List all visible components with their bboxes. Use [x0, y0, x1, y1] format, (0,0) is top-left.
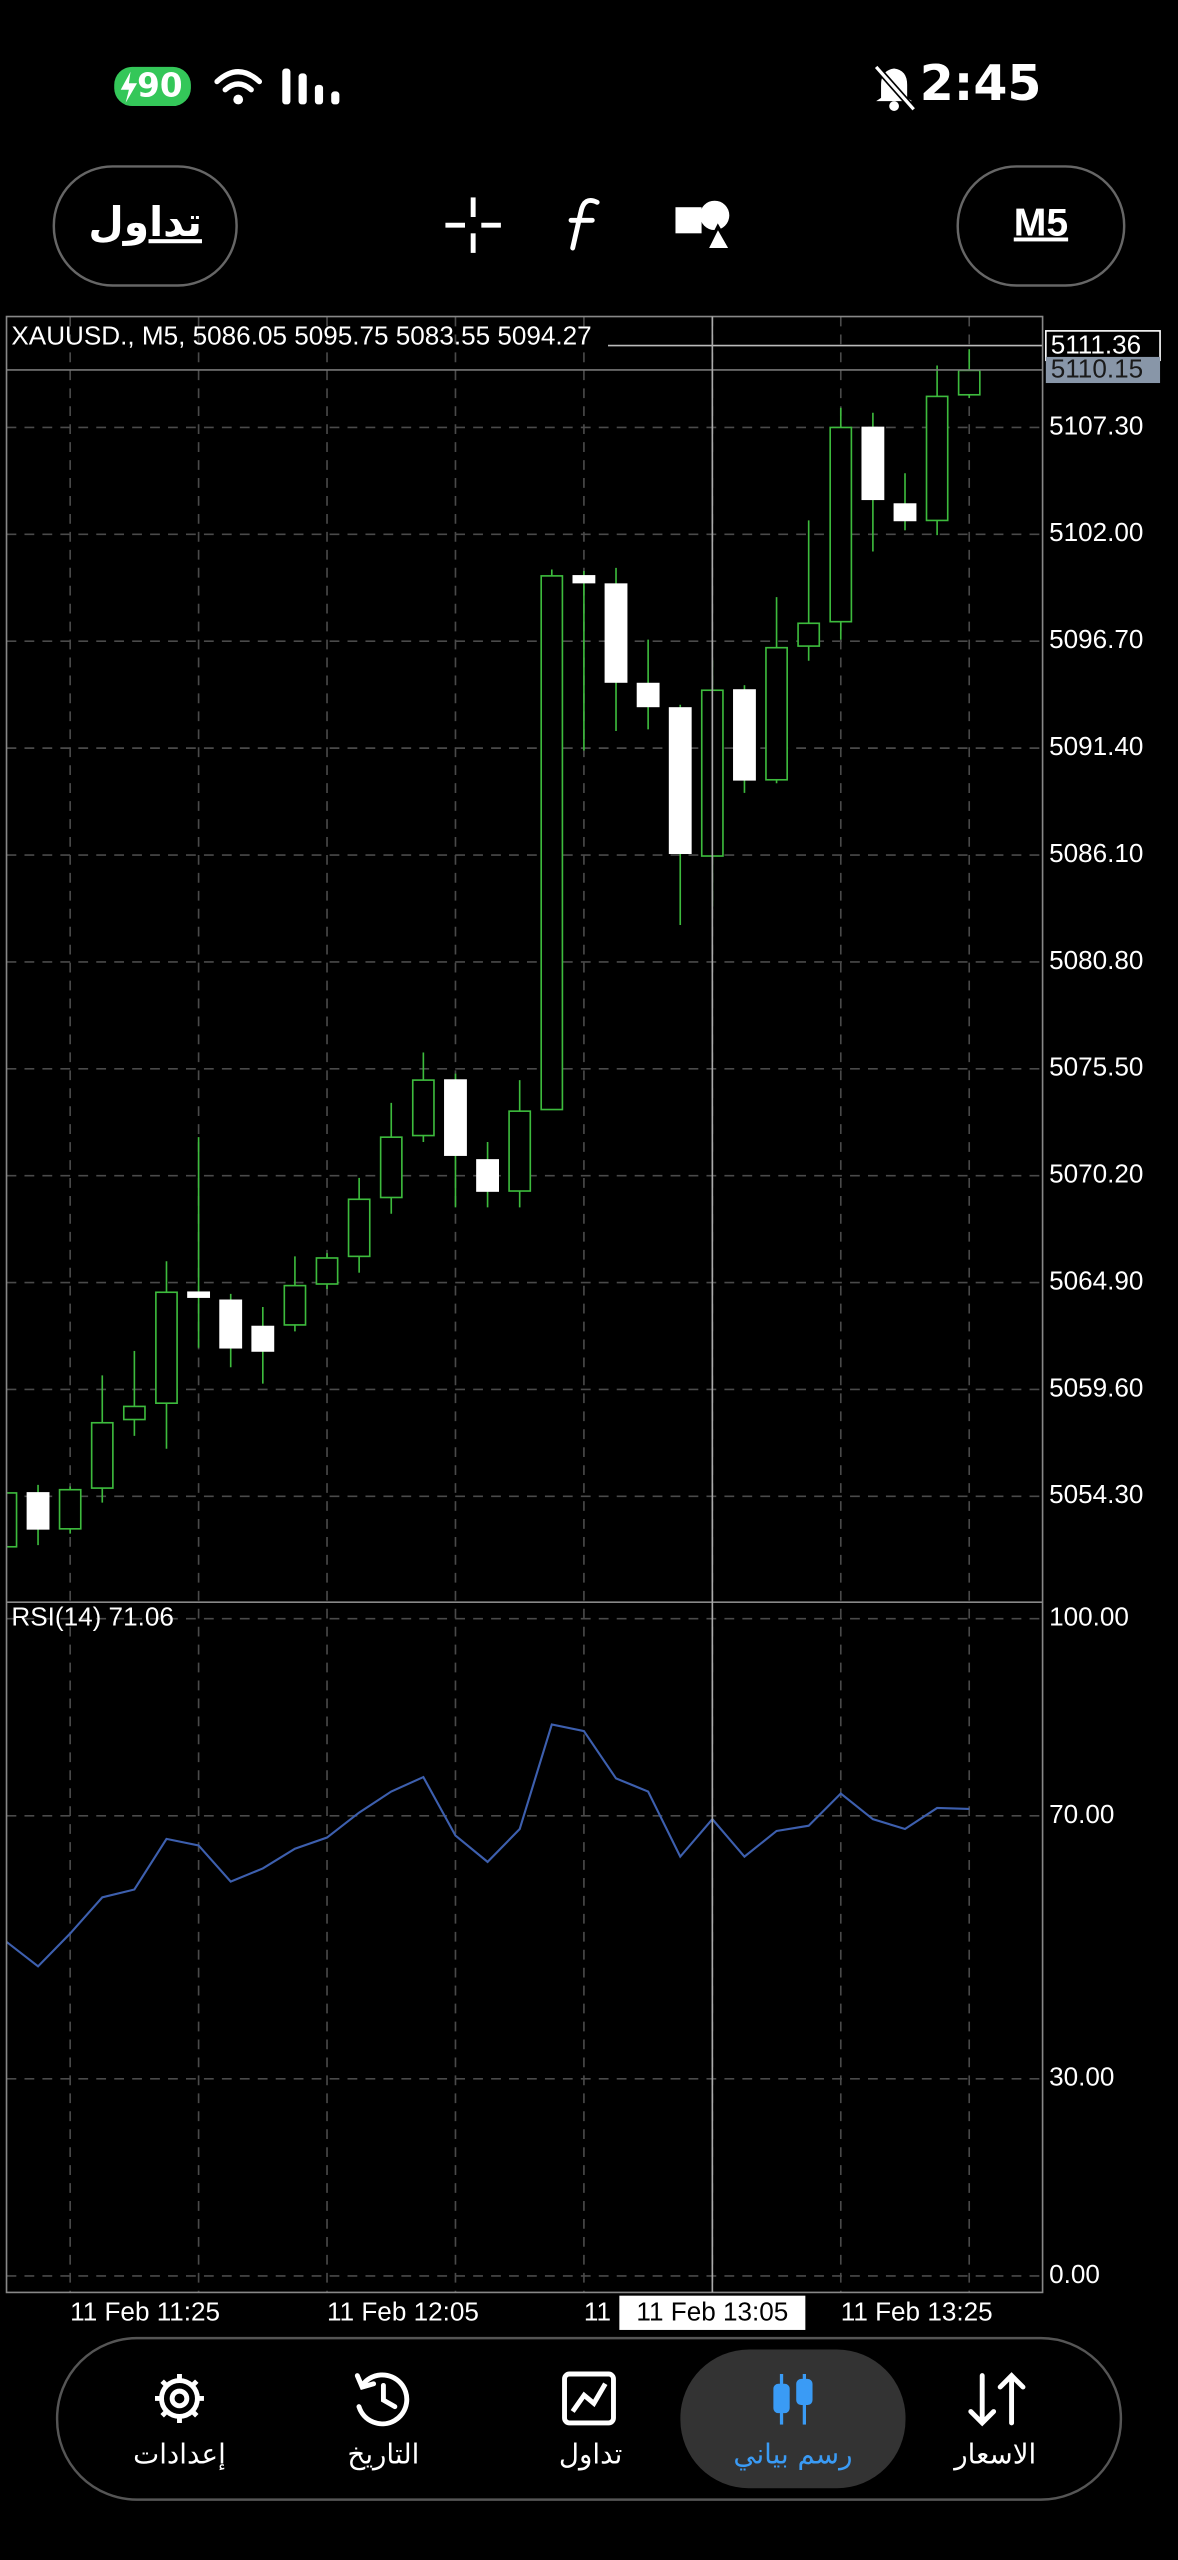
- chart-icon: [773, 2373, 813, 2425]
- mute-icon: [873, 64, 917, 112]
- chart-title: XAUUSD., M5, 5086.05 5095.75 5083.55 509…: [11, 321, 591, 351]
- y-tick-label: 5064.90: [1049, 1265, 1143, 1295]
- y-tick-label: 0.00: [1049, 2259, 1100, 2289]
- bid-label-box: [1045, 330, 1161, 362]
- candle-body: [58, 1488, 82, 1530]
- nav-bar: [55, 2336, 1123, 2501]
- candle-body: [829, 426, 853, 623]
- candle-body: [797, 622, 821, 647]
- candle-body: [733, 689, 756, 781]
- y-tick-label: 5091.40: [1049, 731, 1143, 761]
- candle-body: [379, 1136, 403, 1199]
- nav-label[interactable]: التاريخ: [347, 2438, 419, 2471]
- x-tick-label: 11 Feb 11:25: [70, 2297, 220, 2327]
- y-tick-label: 5075.50: [1049, 1052, 1143, 1082]
- timeframe-label: M5: [1014, 202, 1068, 245]
- nav-label[interactable]: إعدادات: [133, 2438, 226, 2471]
- y-tick-label: 5054.30: [1049, 1479, 1143, 1509]
- candle-body: [155, 1291, 178, 1405]
- candle-body: [893, 503, 917, 522]
- y-tick-label: 5059.60: [1049, 1372, 1143, 1402]
- candle-body: [604, 583, 628, 683]
- status-bar: 90 2:45: [114, 55, 1041, 112]
- candle-body: [861, 426, 885, 501]
- y-tick-label: 100.00: [1049, 1602, 1129, 1632]
- rsi-plot: [6, 1723, 970, 1968]
- candle-body: [347, 1198, 371, 1258]
- timeframe-button[interactable]: [956, 165, 1126, 287]
- candle-body: [219, 1299, 243, 1349]
- candle-body: [122, 1405, 146, 1421]
- panel-frames: [5, 315, 1044, 2294]
- crosshair-label-box: [619, 2295, 806, 2330]
- y-tick-label: 5086.10: [1049, 838, 1143, 868]
- candle-body: [6, 1492, 18, 1548]
- quotes-icon: [968, 2372, 1026, 2427]
- battery: [114, 66, 191, 107]
- ask-label-box: [1045, 356, 1161, 384]
- signal-icon: [282, 68, 340, 105]
- y-tick-label: 5102.00: [1049, 517, 1143, 547]
- y-tick-label: 5107.30: [1049, 410, 1143, 440]
- candle-body: [90, 1421, 114, 1489]
- y-tick-label: 5080.80: [1049, 945, 1143, 975]
- y-tick-label: 30.00: [1049, 2062, 1114, 2092]
- candle-body: [283, 1284, 307, 1326]
- charging-icon: [120, 71, 138, 103]
- ask-label: 5110.15: [1051, 354, 1143, 384]
- candle-body: [508, 1110, 532, 1192]
- candle-body: [925, 395, 949, 522]
- y-tick-label: 5096.70: [1049, 624, 1143, 654]
- candle-body: [187, 1291, 211, 1298]
- nav-active-bg: [680, 2349, 906, 2489]
- candle-body: [572, 575, 596, 584]
- objects-tool[interactable]: [675, 200, 734, 252]
- trade-icon: [562, 2371, 616, 2426]
- battery-level: 90: [137, 66, 182, 104]
- candle-body: [765, 646, 788, 781]
- candle-body: [315, 1257, 339, 1285]
- crosshair-tool[interactable]: [445, 197, 501, 253]
- nav-label[interactable]: تداول: [559, 2438, 622, 2471]
- wifi-icon: [214, 69, 263, 93]
- trade-button[interactable]: [52, 165, 238, 287]
- wifi-dot: [233, 94, 244, 105]
- bottom-nav: إعدادات التاريخ تداول رسم بياني الاسعار: [55, 2336, 1123, 2501]
- bid-label: 5111.36: [1051, 329, 1141, 359]
- candle-body: [957, 369, 981, 396]
- x-tick-label: 11 Feb 13:25: [841, 2297, 993, 2327]
- trade-button-label: تداول: [88, 198, 202, 247]
- indicators-tool[interactable]: [568, 198, 600, 251]
- nav-label[interactable]: رسم بياني: [733, 2438, 852, 2471]
- rsi-line: [6, 1723, 970, 1968]
- clock: 2:45: [920, 55, 1042, 112]
- candle-body: [636, 682, 660, 708]
- settings-icon: [155, 2373, 204, 2423]
- labels: XAUUSD., M5, 5086.05 5095.75 5083.55 509…: [11, 316, 1161, 2330]
- history-icon: [354, 2372, 410, 2427]
- price-plot: [6, 344, 1043, 1551]
- nav-label[interactable]: الاسعار: [952, 2438, 1036, 2471]
- candle-body: [444, 1079, 467, 1156]
- toolbar: تداول M5: [52, 165, 1126, 287]
- rsi-title: RSI(14) 71.06: [11, 1601, 173, 1631]
- candle-body: [411, 1079, 435, 1137]
- x-tick-label: 11 Feb 12:05: [327, 2297, 479, 2327]
- y-tick-label: 5070.20: [1049, 1159, 1143, 1189]
- candle-body: [476, 1159, 500, 1192]
- candle-body: [540, 575, 564, 1111]
- candle-body: [251, 1325, 275, 1352]
- crosshair-label: 11 Feb 13:05: [636, 2297, 788, 2327]
- candle-body: [668, 707, 692, 855]
- candle-body: [26, 1492, 50, 1530]
- y-tick-label: 70.00: [1049, 1799, 1114, 1829]
